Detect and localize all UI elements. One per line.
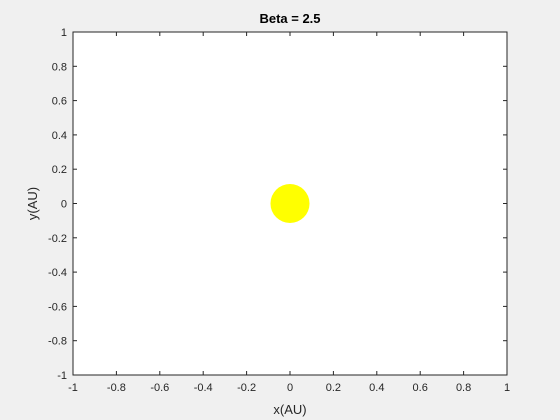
ticks-layer: -1 -0.8 -0.6 -0.4 -0.2 0 0.2 0.4 0.6 0.8 1 -1 -0.8 -0… [48,27,510,394]
y-tick-label: 0 [61,199,67,211]
y-axis-label: y(AU) [25,187,40,220]
y-tick-label: 0.4 [52,130,67,142]
data-point [270,183,310,224]
x-tick-label: 0 [287,382,293,394]
y-tick-label: -1 [57,370,67,382]
x-tick-label: 0.8 [456,382,471,394]
chart-title: Beta = 2.5 [259,11,320,26]
x-tick-label: 1 [504,382,510,394]
y-tick-label: 1 [61,27,67,39]
x-tick-label: -0.2 [237,382,256,394]
y-tick-label: 0.6 [52,96,67,108]
y-tick-label: -0.2 [48,233,67,245]
x-tick-label: 0.4 [369,382,384,394]
y-tick-label: 0.2 [52,164,67,176]
marks-layer [270,183,310,224]
x-tick-label: -1 [68,382,78,394]
y-tick-label: -0.4 [48,267,67,279]
y-tick-label: 0.8 [52,61,67,73]
x-tick-label: -0.6 [150,382,169,394]
y-tick-label: -0.6 [48,301,67,313]
x-tick-label: 0.6 [413,382,428,394]
x-tick-label: -0.8 [107,382,126,394]
x-axis-label: x(AU) [273,402,306,417]
y-tick-label: -0.8 [48,336,67,348]
x-tick-label: -0.4 [194,382,213,394]
x-tick-label: 0.2 [326,382,341,394]
